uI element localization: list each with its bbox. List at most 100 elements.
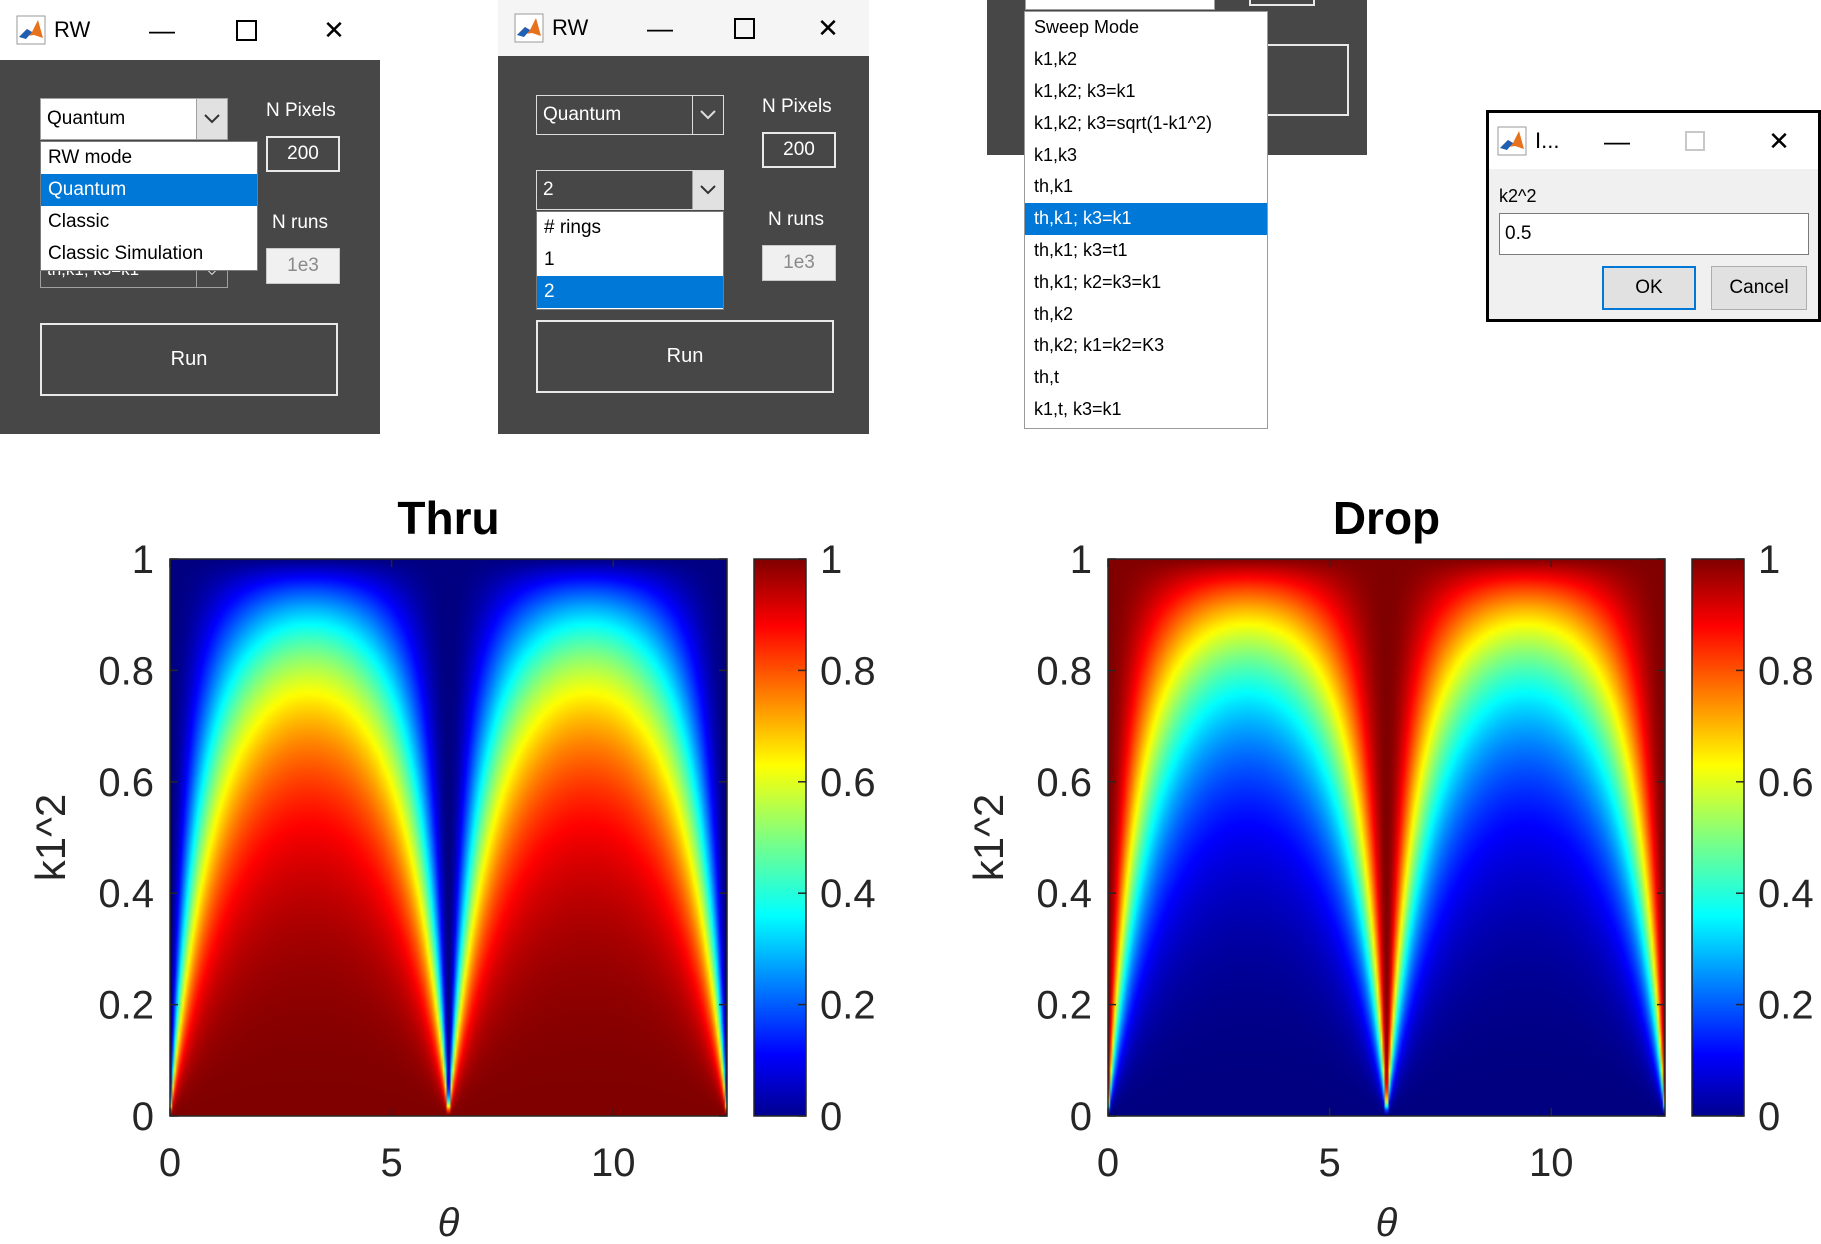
sweep-option[interactable]: k1,k2 xyxy=(1034,49,1078,70)
y-tick-label: 0.6 xyxy=(1036,761,1092,805)
mode-popup[interactable]: Quantum xyxy=(536,95,724,135)
maximize-icon xyxy=(235,19,257,41)
close-button[interactable]: ✕ xyxy=(306,0,362,60)
colorbar-tick-label: 0 xyxy=(1758,1095,1780,1139)
mode-popup[interactable]: Quantum xyxy=(40,98,228,140)
n-pixels-input[interactable]: 200 xyxy=(266,136,340,172)
input-dialog: I... — ✕ k2^2 0.5 OK Cancel xyxy=(1486,110,1821,322)
colorbar-tick-label: 0.6 xyxy=(820,761,876,805)
cancel-button[interactable]: Cancel xyxy=(1711,266,1807,310)
matlab-icon xyxy=(514,13,544,43)
sweep-option[interactable]: th,k1 xyxy=(1034,176,1074,197)
sweep-option[interactable]: th,k2; k1=k2=K3 xyxy=(1034,335,1165,356)
x-axis-label: θ xyxy=(438,1201,460,1244)
thru-chart: Thru 0 5 10 0 0.2 0.4 0.6 0.8 1 θ k1^2 0 0.2 0.4 0.6 0.8… xyxy=(27,492,876,1244)
n-runs-label: N runs xyxy=(768,209,824,230)
mode-dropdown-list: RW mode Quantum Classic Classic Simulati… xyxy=(40,141,258,271)
rings-popup-value: 2 xyxy=(543,179,554,200)
sweep-option[interactable]: k1,k2; k3=sqrt(1-k1^2) xyxy=(1034,112,1213,133)
plot-frame xyxy=(169,558,728,1117)
mode-option-classic-simulation[interactable]: Classic Simulation xyxy=(48,243,204,264)
y-tick-label: 0.8 xyxy=(98,649,154,693)
chart-title: Thru xyxy=(397,492,499,544)
sweep-option-selected[interactable]: th,k1; k3=k1 xyxy=(1025,202,1267,235)
window-1-titlebar[interactable]: RW — ✕ xyxy=(0,0,380,60)
y-tick-label: 0 xyxy=(1070,1095,1092,1139)
rw-window-2: RW — ✕ Quantum 2 # rings 1 2 N Pixels 20… xyxy=(498,0,869,434)
x-tick-label: 10 xyxy=(1529,1141,1574,1185)
close-button[interactable]: ✕ xyxy=(800,0,856,56)
n-runs-input[interactable]: 1e3 xyxy=(762,245,836,281)
dialog-titlebar[interactable]: I... — ✕ xyxy=(1489,113,1818,169)
y-axis-label-text: k1^2 xyxy=(27,794,74,881)
mode-option-rw[interactable]: RW mode xyxy=(48,147,133,168)
sweep-option[interactable]: k1,t, k3=k1 xyxy=(1034,398,1122,419)
x-axis-label: θ xyxy=(1376,1201,1398,1244)
close-icon: ✕ xyxy=(323,14,345,45)
mode-option-quantum[interactable]: Quantum xyxy=(41,174,257,206)
mode-option-classic[interactable]: Classic xyxy=(48,211,110,232)
n-runs-input[interactable]: 1e3 xyxy=(266,248,340,284)
colorbar-tick-label: 0.8 xyxy=(820,649,876,693)
colorbar-tick-label: 0.2 xyxy=(1758,984,1814,1028)
minimize-icon: — xyxy=(1604,125,1630,156)
dialog-title: I... xyxy=(1535,128,1560,153)
dialog-prompt: k2^2 xyxy=(1499,186,1537,206)
plot-frame xyxy=(1107,558,1666,1117)
minimize-button[interactable]: — xyxy=(1589,113,1645,169)
ok-button[interactable]: OK xyxy=(1602,266,1696,310)
window-2-titlebar[interactable]: RW — ✕ xyxy=(498,0,869,56)
sweep-option[interactable]: k1,k2; k3=k1 xyxy=(1034,80,1136,101)
maximize-button[interactable] xyxy=(218,0,274,60)
minimize-button[interactable]: — xyxy=(632,0,688,56)
maximize-icon xyxy=(1685,131,1705,151)
heatmap-cells xyxy=(170,559,727,1116)
n-pixels-input[interactable]: 200 xyxy=(762,132,836,168)
x-tick-label: 0 xyxy=(1097,1141,1119,1185)
y-tick-label: 1 xyxy=(132,538,154,582)
colorbar-tick-label: 1 xyxy=(820,538,842,582)
minimize-icon: — xyxy=(149,14,175,45)
y-tick-label: 0.6 xyxy=(98,761,154,805)
matlab-icon xyxy=(1497,126,1527,156)
close-button[interactable]: ✕ xyxy=(1751,113,1807,169)
sweep-option[interactable]: th,k1; k3=t1 xyxy=(1034,239,1128,260)
n-runs-label: N runs xyxy=(272,212,328,233)
chevron-down-icon xyxy=(692,96,723,134)
x-tick-label: 5 xyxy=(1319,1141,1341,1185)
rings-option-header[interactable]: # rings xyxy=(544,217,602,238)
sweep-option[interactable]: Sweep Mode xyxy=(1034,17,1140,38)
rings-popup[interactable]: 2 xyxy=(536,170,724,210)
run-button[interactable]: Run xyxy=(536,320,834,393)
rings-option-1[interactable]: 1 xyxy=(544,249,555,270)
y-tick-label: 0.8 xyxy=(1036,649,1092,693)
rings-dropdown-list: # rings 1 2 xyxy=(536,211,724,310)
n-pixels-label: N Pixels xyxy=(266,100,336,121)
sweep-option[interactable]: k1,k3 xyxy=(1034,144,1078,165)
y-tick-label: 0.2 xyxy=(1036,984,1092,1028)
sweep-option[interactable]: th,t xyxy=(1034,367,1060,388)
colorbar xyxy=(1691,558,1745,1117)
colorbar-tick-label: 0.4 xyxy=(820,872,876,916)
chart-title: Drop xyxy=(1333,492,1440,544)
sweep-window-button-edge xyxy=(1257,44,1349,116)
sweep-window-edit-edge xyxy=(1249,0,1315,6)
run-button[interactable]: Run xyxy=(40,323,338,396)
dialog-value-input[interactable]: 0.5 xyxy=(1499,213,1809,255)
minimize-button[interactable]: — xyxy=(134,0,190,60)
maximize-button[interactable] xyxy=(716,0,772,56)
colorbar-tick-label: 0.8 xyxy=(1758,649,1814,693)
colorbar-tick-label: 0.2 xyxy=(820,984,876,1028)
sweep-option[interactable]: th,k1; k2=k3=k1 xyxy=(1034,271,1162,292)
drop-chart: Drop 0 5 10 0 0.2 0.4 0.6 0.8 1 θ k1^2 0 0.2 0.4 0.6 0.8… xyxy=(965,492,1814,1244)
y-axis-label: k1^2 xyxy=(27,794,74,881)
rings-option-2[interactable]: 2 xyxy=(537,276,723,308)
minimize-icon: — xyxy=(647,12,673,43)
y-tick-label: 0 xyxy=(132,1095,154,1139)
colorbar-tick-label: 0.6 xyxy=(1758,761,1814,805)
y-axis-label-text: k1^2 xyxy=(965,794,1012,881)
close-icon: ✕ xyxy=(817,12,839,43)
matlab-icon xyxy=(16,15,46,45)
sweep-option[interactable]: th,k2 xyxy=(1034,303,1074,324)
